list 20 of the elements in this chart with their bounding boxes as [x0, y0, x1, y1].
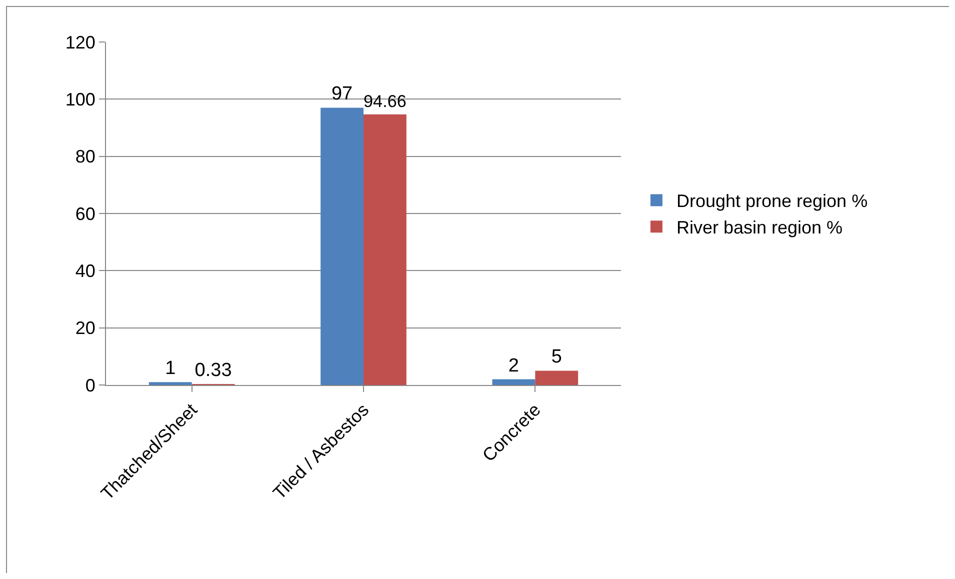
data-label: 5	[551, 346, 562, 368]
data-label: 97	[331, 84, 353, 105]
data-label: 0.33	[194, 360, 232, 382]
data-label: 1	[165, 358, 176, 380]
bar	[148, 382, 192, 385]
data-label: 2	[508, 355, 519, 376]
y-tick-label: 60	[75, 204, 96, 224]
bar	[535, 370, 578, 385]
y-tick-label: 40	[75, 260, 96, 281]
y-tick-label: 100	[65, 89, 96, 110]
y-tick-label: 0	[85, 375, 96, 396]
y-tick-label: 20	[75, 318, 96, 338]
legend-label: Drought prone region %	[676, 191, 868, 212]
bar	[364, 114, 406, 385]
data-label: 94.66	[364, 90, 406, 111]
bar	[320, 108, 364, 385]
y-tick-label: 80	[75, 146, 96, 167]
bar	[492, 379, 536, 385]
y-tick-label: 120	[65, 32, 96, 52]
legend-label: River basin region %	[676, 218, 843, 238]
